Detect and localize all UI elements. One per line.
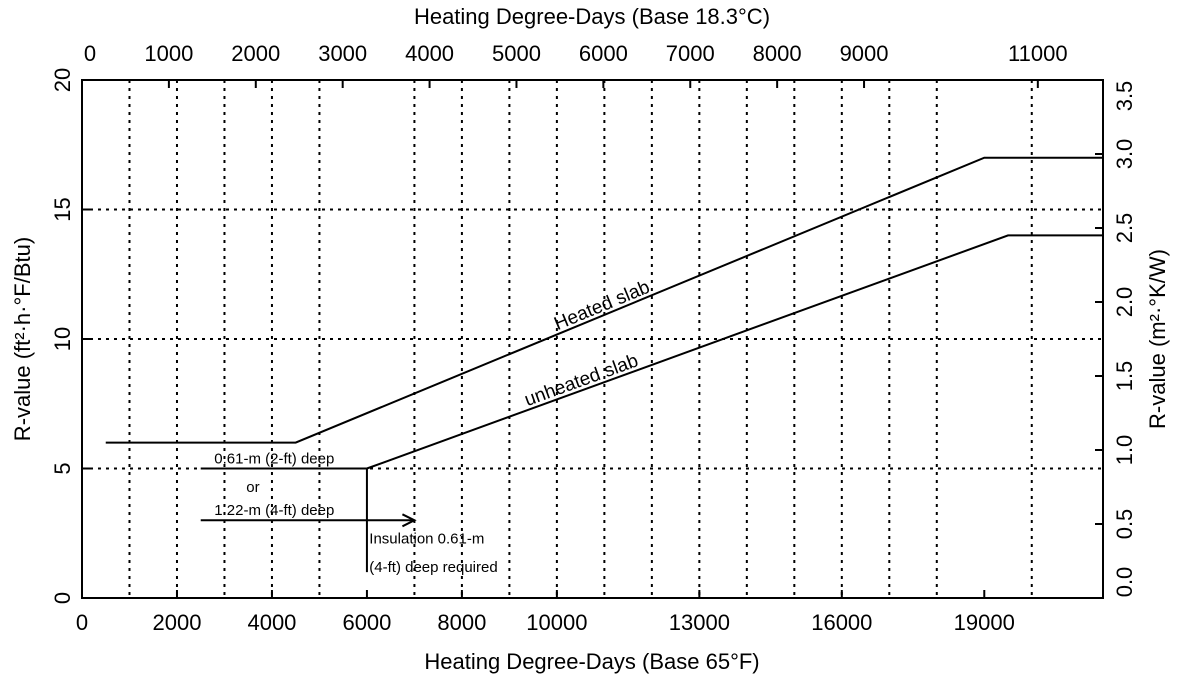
reference-lines bbox=[200, 467, 417, 573]
x2-tick-label: 8000 bbox=[753, 41, 802, 66]
series-line-unheated-slab bbox=[366, 234, 1103, 470]
y2-tick-label: 2.5 bbox=[1112, 213, 1137, 244]
annotation-text: or bbox=[246, 479, 259, 496]
y2-tick-label: 0.0 bbox=[1112, 567, 1137, 598]
annotations: 0.61-m (2-ft) deep or 1.22-m (4-ft) deep In… bbox=[214, 450, 497, 576]
x-tick-label: 13000 bbox=[669, 610, 730, 635]
series-lines bbox=[105, 156, 1103, 470]
x2-tick-label: 5000 bbox=[492, 41, 541, 66]
annotation-text: Insulation 0.61-m bbox=[369, 531, 484, 548]
x2-tick-label: 11000 bbox=[1008, 41, 1068, 66]
series-label-heated-slab: Heated slab bbox=[551, 277, 653, 335]
series-line-heated-slab bbox=[105, 156, 1103, 444]
tick-marks bbox=[81, 79, 1103, 599]
annotation-text: 1.22-m (4-ft) deep bbox=[214, 502, 334, 519]
y2-tick-label: 3.0 bbox=[1112, 139, 1137, 170]
x2-tick-label: 7000 bbox=[666, 41, 715, 66]
x2-tick-label: 3000 bbox=[318, 41, 367, 66]
y-tick-label: 10 bbox=[50, 327, 75, 351]
x2-tick-label: 4000 bbox=[405, 41, 454, 66]
x2-tick-label: 9000 bbox=[840, 41, 889, 66]
y2-axis-label: R-value (m²·°K/W) bbox=[1145, 249, 1170, 429]
x2-tick-label: 1000 bbox=[144, 41, 193, 66]
y-tick-label: 20 bbox=[50, 68, 75, 92]
y2-tick-label: 1.0 bbox=[1112, 435, 1137, 466]
arrow-head bbox=[401, 513, 417, 528]
x-tick-label: 6000 bbox=[342, 610, 391, 635]
x-tick-label: 16000 bbox=[811, 610, 872, 635]
y-tick-label: 5 bbox=[50, 462, 75, 474]
y-tick-label: 0 bbox=[50, 592, 75, 604]
y2-tick-label: 2.0 bbox=[1112, 287, 1137, 318]
x-tick-label: 19000 bbox=[954, 610, 1015, 635]
annotation-text: 0.61-m (2-ft) deep bbox=[214, 450, 334, 467]
y2-tick-label: 0.5 bbox=[1112, 509, 1137, 540]
x2-axis-label: Heating Degree-Days (Base 18.3°C) bbox=[414, 4, 770, 29]
x-tick-label: 8000 bbox=[437, 610, 486, 635]
x-axis-label: Heating Degree-Days (Base 65°F) bbox=[424, 649, 759, 674]
x-tick-label: 0 bbox=[76, 610, 88, 635]
x2-tick-label: 0 bbox=[84, 41, 96, 66]
x2-tick-label: 2000 bbox=[231, 41, 280, 66]
y2-tick-label: 1.5 bbox=[1112, 361, 1137, 392]
y-axis-label: R-value (ft²·h·°F/Btu) bbox=[10, 237, 35, 441]
x-tick-label: 10000 bbox=[526, 610, 587, 635]
x-tick-label: 2000 bbox=[153, 610, 202, 635]
x-tick-label: 4000 bbox=[247, 610, 296, 635]
x2-tick-label: 6000 bbox=[579, 41, 628, 66]
y-tick-label: 15 bbox=[50, 197, 75, 221]
series-label-unheated-slab: unheated slab bbox=[522, 350, 641, 411]
annotation-text: (4-ft) deep required bbox=[369, 559, 497, 576]
y2-tick-label: 3.5 bbox=[1112, 81, 1137, 112]
